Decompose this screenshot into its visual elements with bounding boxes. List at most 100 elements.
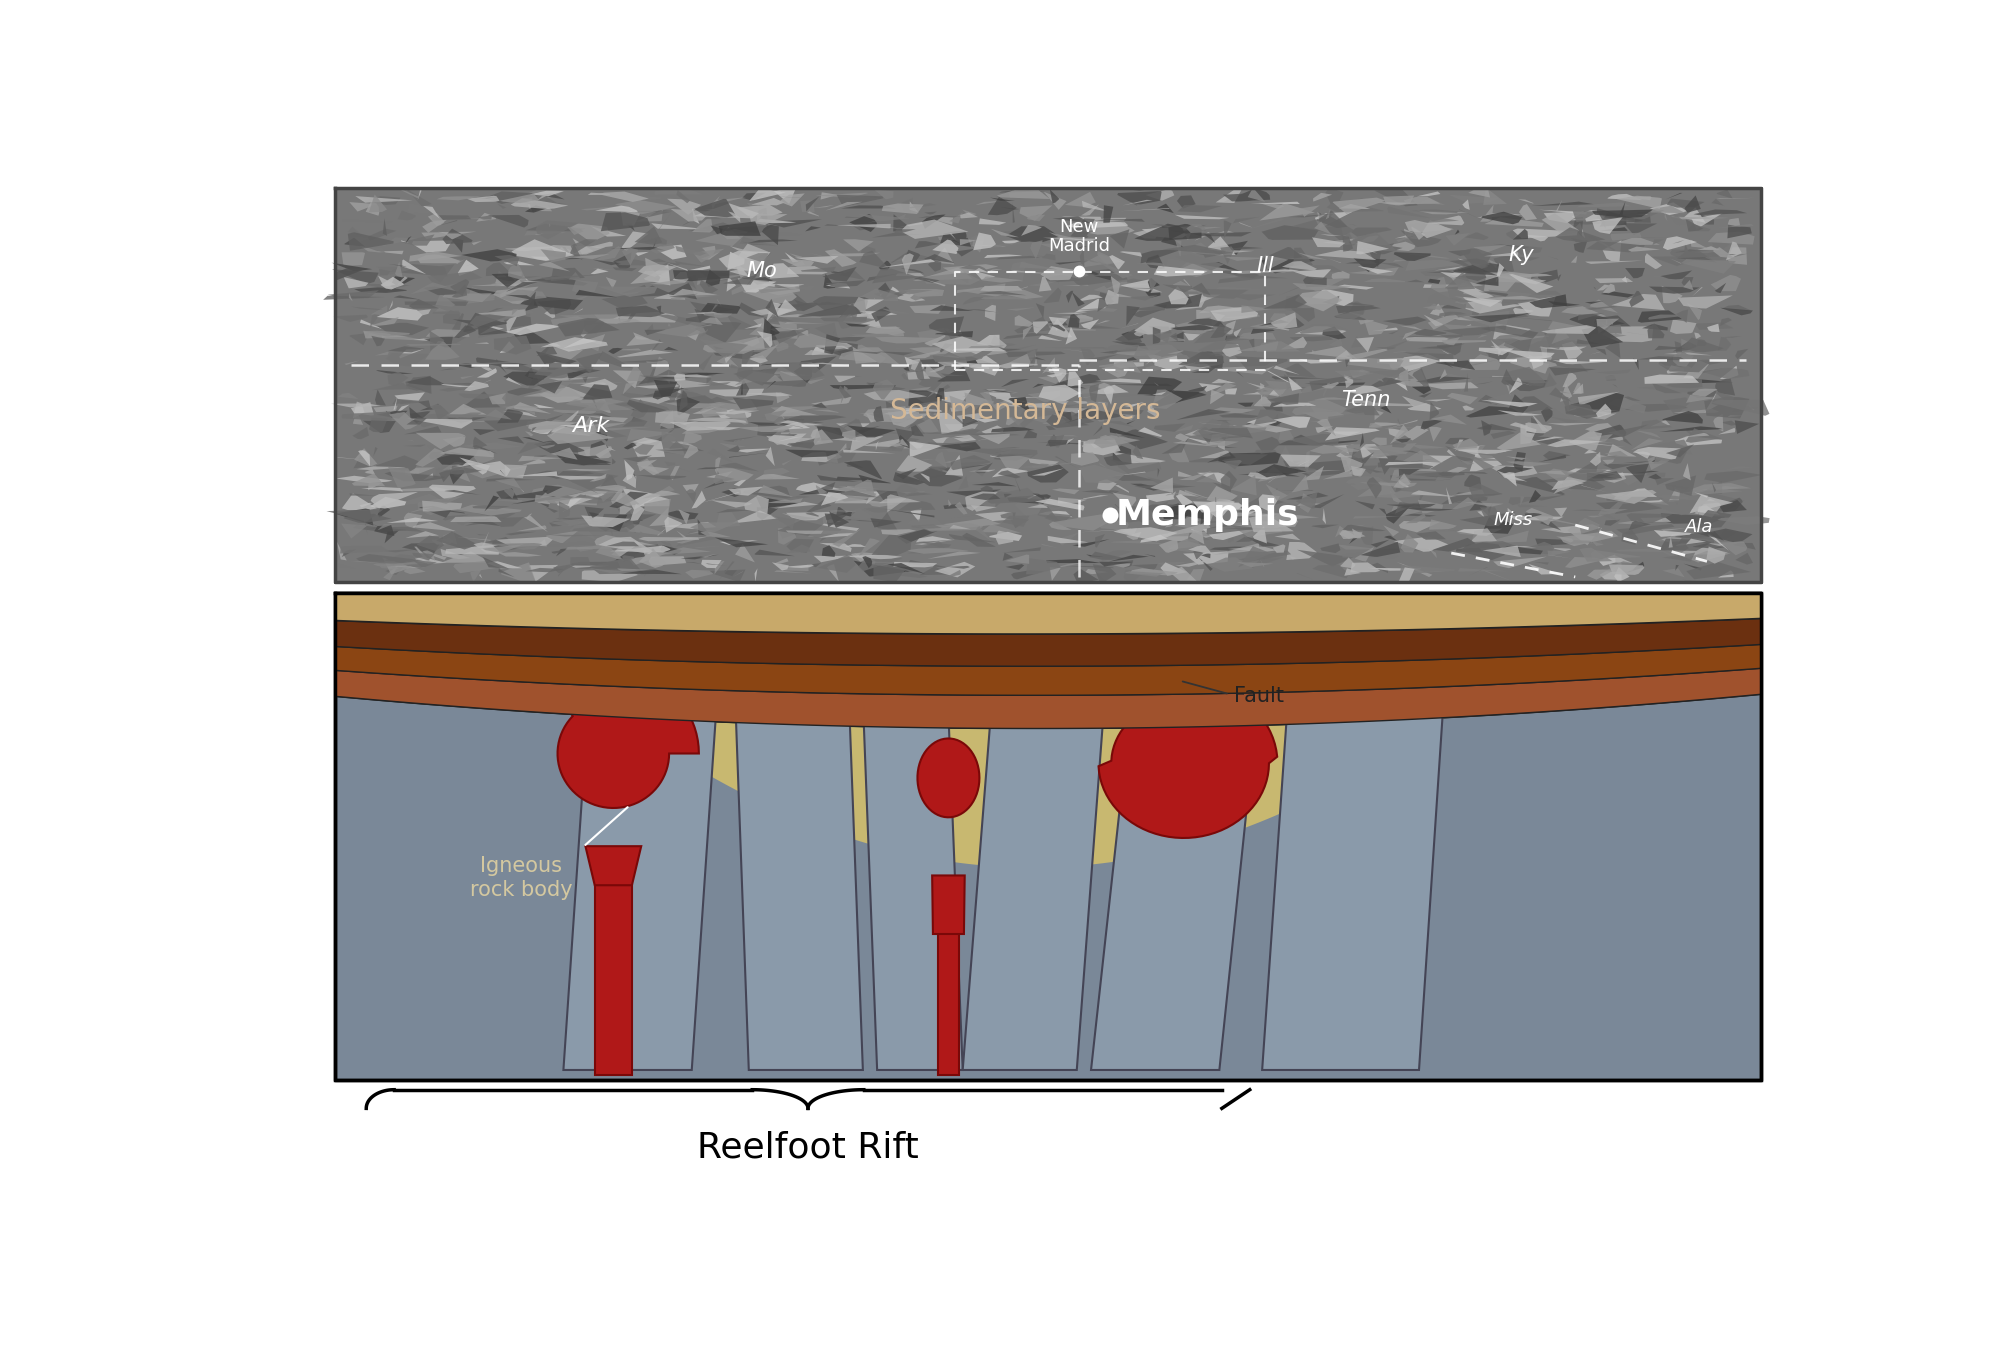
- Polygon shape: [736, 543, 754, 562]
- Polygon shape: [1660, 500, 1728, 504]
- Polygon shape: [924, 364, 942, 377]
- Polygon shape: [938, 910, 960, 1076]
- Polygon shape: [1006, 226, 1060, 241]
- Polygon shape: [1596, 369, 1630, 373]
- Polygon shape: [948, 566, 970, 569]
- Polygon shape: [668, 198, 702, 214]
- Polygon shape: [1164, 491, 1176, 500]
- Polygon shape: [764, 468, 790, 477]
- Polygon shape: [558, 318, 620, 337]
- Polygon shape: [1192, 501, 1242, 512]
- Polygon shape: [662, 522, 716, 528]
- Polygon shape: [1680, 259, 1736, 274]
- Polygon shape: [544, 345, 582, 364]
- Polygon shape: [1410, 209, 1458, 213]
- Polygon shape: [822, 545, 836, 557]
- Polygon shape: [1336, 526, 1346, 538]
- Polygon shape: [1468, 359, 1502, 367]
- Polygon shape: [1120, 251, 1142, 256]
- Polygon shape: [798, 305, 862, 317]
- Polygon shape: [868, 221, 880, 222]
- Polygon shape: [1066, 438, 1074, 445]
- Polygon shape: [914, 276, 940, 283]
- Polygon shape: [770, 263, 800, 279]
- Polygon shape: [1700, 491, 1744, 508]
- Polygon shape: [1562, 371, 1576, 387]
- Polygon shape: [750, 322, 798, 338]
- Polygon shape: [860, 245, 876, 257]
- Polygon shape: [808, 212, 820, 217]
- Polygon shape: [708, 448, 736, 464]
- Polygon shape: [462, 443, 520, 449]
- Polygon shape: [1444, 472, 1488, 474]
- Polygon shape: [984, 255, 1022, 257]
- Polygon shape: [1210, 546, 1256, 551]
- Polygon shape: [1398, 522, 1440, 532]
- Polygon shape: [1598, 561, 1638, 572]
- Polygon shape: [848, 345, 886, 364]
- Polygon shape: [970, 493, 1000, 500]
- Polygon shape: [1450, 489, 1484, 496]
- Polygon shape: [986, 390, 1006, 392]
- Polygon shape: [754, 474, 800, 480]
- Polygon shape: [442, 515, 470, 520]
- Polygon shape: [630, 504, 644, 520]
- Polygon shape: [698, 519, 710, 535]
- Polygon shape: [610, 487, 624, 507]
- Polygon shape: [1498, 257, 1540, 260]
- Polygon shape: [422, 500, 462, 512]
- Polygon shape: [1442, 535, 1454, 547]
- Polygon shape: [938, 412, 966, 434]
- Polygon shape: [1162, 284, 1192, 293]
- Polygon shape: [1510, 422, 1528, 429]
- Polygon shape: [734, 373, 782, 386]
- Polygon shape: [1568, 469, 1608, 481]
- Polygon shape: [850, 507, 880, 523]
- Polygon shape: [1672, 352, 1694, 367]
- Polygon shape: [918, 566, 952, 576]
- Polygon shape: [1048, 318, 1072, 337]
- Polygon shape: [1280, 266, 1342, 272]
- Polygon shape: [1524, 235, 1548, 241]
- Polygon shape: [1348, 302, 1366, 314]
- Polygon shape: [1098, 681, 1278, 838]
- Polygon shape: [1224, 503, 1262, 511]
- Polygon shape: [700, 303, 740, 314]
- Polygon shape: [1040, 543, 1058, 549]
- Polygon shape: [950, 407, 958, 411]
- Polygon shape: [394, 295, 420, 299]
- Polygon shape: [1564, 403, 1594, 417]
- Polygon shape: [1374, 549, 1436, 551]
- Polygon shape: [1438, 472, 1464, 476]
- Polygon shape: [500, 290, 546, 302]
- Polygon shape: [1714, 530, 1736, 543]
- Polygon shape: [706, 372, 712, 384]
- Polygon shape: [812, 403, 826, 408]
- Polygon shape: [1008, 262, 1026, 282]
- Polygon shape: [834, 418, 858, 434]
- Polygon shape: [1100, 562, 1134, 566]
- Polygon shape: [1710, 531, 1724, 541]
- Polygon shape: [1342, 555, 1362, 576]
- Polygon shape: [864, 197, 882, 198]
- Polygon shape: [1616, 195, 1662, 209]
- Polygon shape: [1550, 367, 1596, 376]
- Polygon shape: [398, 210, 416, 220]
- Polygon shape: [1624, 396, 1640, 400]
- Polygon shape: [1650, 237, 1706, 252]
- Polygon shape: [550, 430, 560, 437]
- Polygon shape: [1356, 241, 1390, 255]
- Polygon shape: [860, 412, 900, 415]
- Polygon shape: [612, 371, 640, 388]
- Polygon shape: [716, 468, 754, 483]
- Polygon shape: [504, 364, 546, 373]
- Polygon shape: [1626, 333, 1650, 336]
- Polygon shape: [862, 431, 906, 434]
- Polygon shape: [368, 527, 424, 532]
- Polygon shape: [1600, 291, 1634, 298]
- Polygon shape: [1592, 217, 1622, 235]
- Polygon shape: [622, 383, 634, 395]
- Polygon shape: [1686, 303, 1702, 319]
- Polygon shape: [1038, 336, 1062, 341]
- Polygon shape: [1458, 460, 1474, 465]
